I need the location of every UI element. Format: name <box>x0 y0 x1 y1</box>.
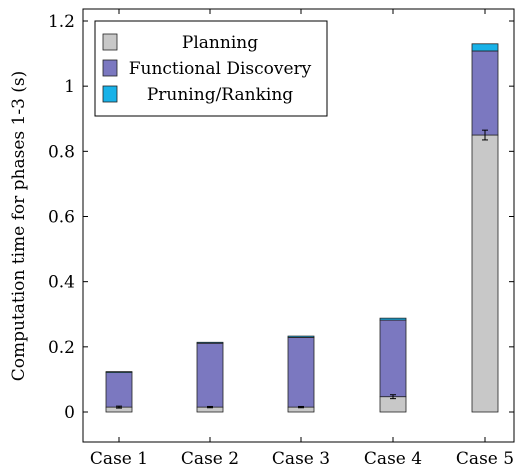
bar-segment-functional-discovery <box>196 342 224 408</box>
y-axis-ticks: 0 0.2 0.4 0.6 0.8 1 1.2 <box>48 12 514 423</box>
legend-swatch <box>102 85 118 103</box>
bar-segment-pruning-ranking <box>471 43 499 52</box>
y-tick-label: 0.2 <box>48 338 75 358</box>
bar-stacks <box>105 43 499 413</box>
x-tick-label: Case 1 <box>90 449 148 469</box>
bar-segment-pruning-ranking <box>379 317 407 321</box>
legend-swatch <box>102 59 118 77</box>
legend-box <box>94 20 328 117</box>
error-bars <box>116 129 488 409</box>
bar-segment-functional-discovery <box>471 50 499 136</box>
y-tick-label: 0.4 <box>48 273 75 293</box>
bar-segment-functional-discovery <box>105 372 133 408</box>
bar-segment-pruning-ranking <box>287 335 315 338</box>
y-tick-label: 1.2 <box>48 12 75 32</box>
bar-segment-functional-discovery <box>379 319 407 398</box>
y-tick-label: 0 <box>64 403 75 423</box>
x-tick-label: Case 5 <box>456 449 514 469</box>
legend-label: Functional Discovery <box>129 59 312 79</box>
y-tick-label: 1 <box>64 77 75 97</box>
bar-segment-pruning-ranking <box>196 341 224 344</box>
x-tick-label: Case 3 <box>272 449 330 469</box>
legend-label: Pruning/Ranking <box>147 85 293 105</box>
bar-segment-functional-discovery <box>287 336 315 408</box>
legend-label: Planning <box>182 33 258 53</box>
y-tick-label: 0.8 <box>48 142 75 162</box>
legend-swatch <box>102 33 118 51</box>
x-tick-label: Case 2 <box>181 449 239 469</box>
y-tick-label: 0.6 <box>48 208 75 228</box>
y-axis-label: Computation time for phases 1-3 (s) <box>9 71 29 382</box>
x-tick-label: Case 4 <box>364 449 422 469</box>
legend: Planning Functional Discovery Pruning/Rank… <box>94 20 328 117</box>
bar-segment-pruning-ranking <box>105 371 133 373</box>
plot-frame <box>82 8 515 443</box>
x-axis-ticks: Case 1 Case 2 Case 3 Case 4 Case 5 <box>90 9 514 469</box>
bar-segment-planning <box>471 134 499 413</box>
